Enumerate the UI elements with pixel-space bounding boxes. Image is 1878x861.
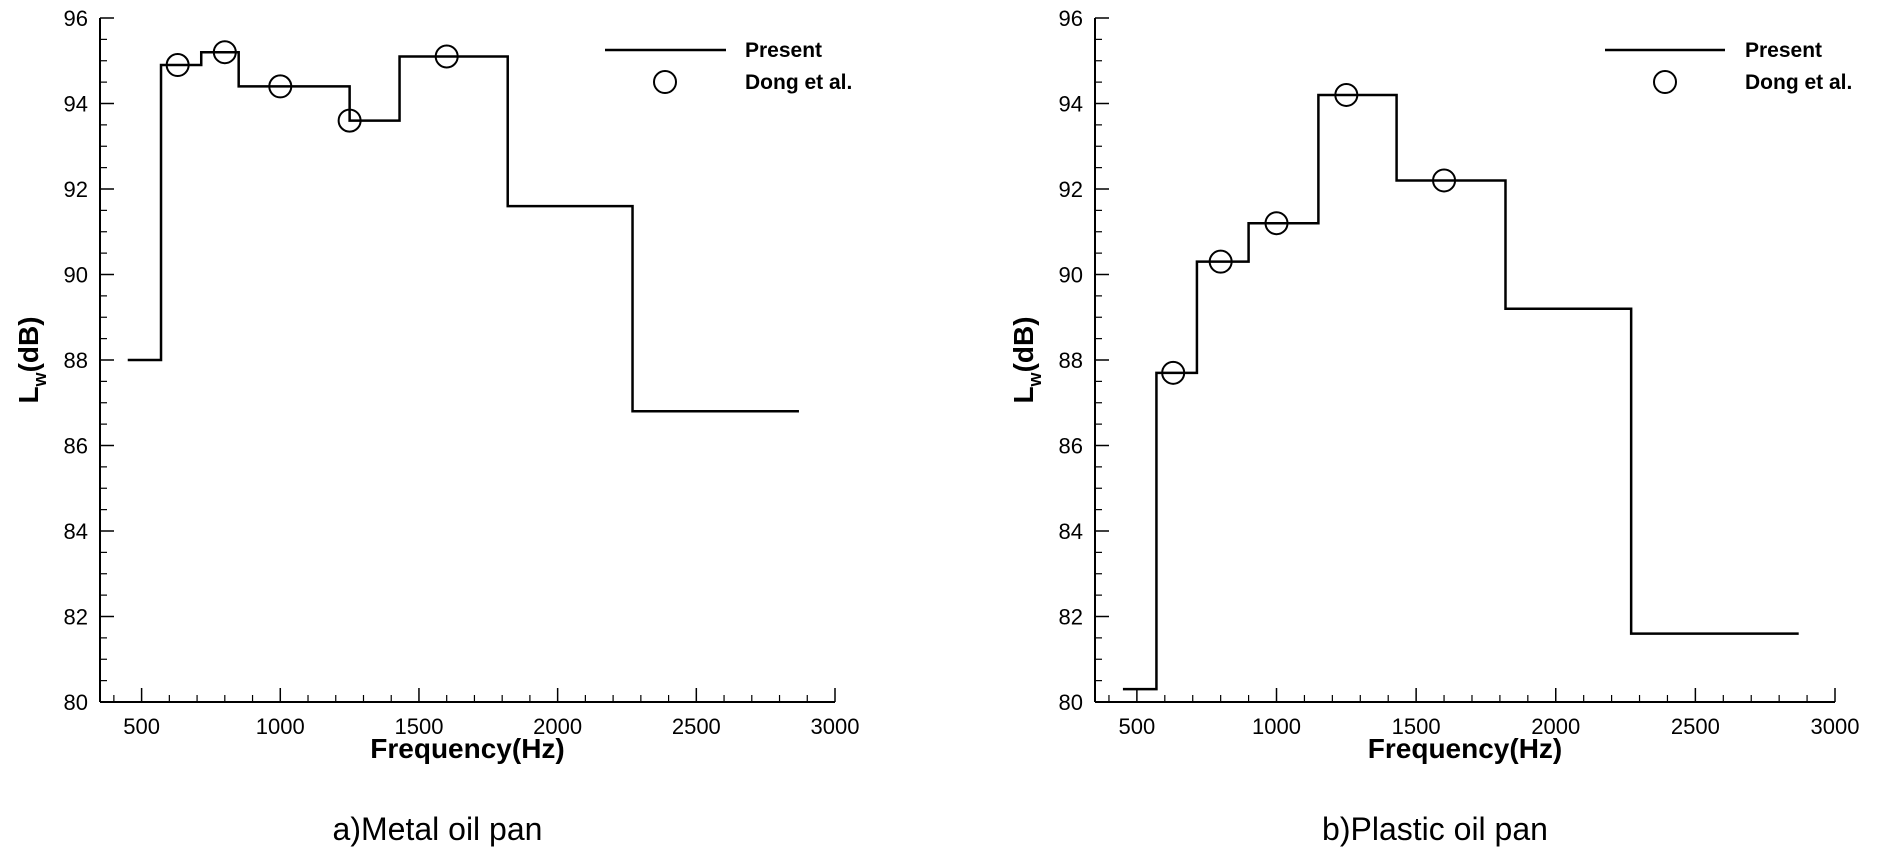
x-tick-label: 500 — [1119, 714, 1156, 739]
y-axis-title: Lw(dB) — [13, 316, 50, 403]
data-point-marker — [1161, 360, 1186, 385]
x-tick-label: 2000 — [1531, 714, 1580, 739]
data-point-marker — [268, 74, 293, 99]
legend-marker-swatch — [653, 70, 677, 94]
x-tick-label: 3000 — [811, 714, 860, 739]
x-tick-label: 2500 — [1671, 714, 1720, 739]
y-tick-label: 96 — [1059, 6, 1083, 31]
x-axis-title: Frequency(Hz) — [1368, 733, 1562, 764]
x-tick-label: 1500 — [394, 714, 443, 739]
y-tick-label: 88 — [64, 348, 88, 373]
x-axis-title: Frequency(Hz) — [370, 733, 564, 764]
legend-marker-swatch — [1653, 70, 1677, 94]
chart-panel-plastic: 80 82 84 86 88 90 92 94 96 500 1000 1500 2000 2500 300… — [1008, 6, 1859, 847]
y-tick-label: 86 — [64, 434, 88, 459]
legend-label-dong: Dong et al. — [745, 71, 852, 94]
y-tick-label: 84 — [64, 519, 88, 544]
x-tick-label: 1000 — [256, 714, 305, 739]
y-axis-title: Lw(dB) — [1008, 316, 1045, 403]
y-tick-label: 80 — [64, 690, 88, 715]
x-tick-label: 1000 — [1252, 714, 1301, 739]
data-point-marker — [1208, 249, 1233, 274]
x-tick-label: 2000 — [533, 714, 582, 739]
data-point-marker — [165, 53, 190, 78]
figure-caption: b)Plastic oil pan — [1322, 811, 1548, 847]
x-tick-label: 2500 — [672, 714, 721, 739]
data-point-marker — [1264, 211, 1289, 236]
y-tick-label: 94 — [1059, 92, 1083, 117]
x-tick-label: 500 — [123, 714, 160, 739]
data-point-marker — [1432, 168, 1457, 193]
data-point-marker — [337, 108, 362, 133]
legend-label-present: Present — [1745, 39, 1822, 62]
figure-caption: a)Metal oil pan — [333, 811, 543, 847]
y-tick-label: 94 — [64, 92, 88, 117]
legend-label-dong: Dong et al. — [1745, 71, 1852, 94]
y-tick-label: 96 — [64, 6, 88, 31]
y-tick-label: 92 — [1059, 177, 1083, 202]
legend-label-present: Present — [745, 39, 822, 62]
y-tick-label: 84 — [1059, 519, 1083, 544]
data-point-marker — [1334, 82, 1359, 107]
data-point-marker — [434, 44, 459, 69]
data-point-marker — [212, 40, 237, 65]
chart-panel-metal: 80 82 84 86 88 90 92 94 96 500 1000 1500 2000 2500 300… — [13, 6, 859, 847]
y-tick-label: 92 — [64, 177, 88, 202]
y-tick-label: 80 — [1059, 690, 1083, 715]
y-tick-label: 88 — [1059, 348, 1083, 373]
y-tick-label: 86 — [1059, 434, 1083, 459]
y-tick-label: 82 — [64, 605, 88, 630]
x-tick-label: 3000 — [1811, 714, 1860, 739]
y-tick-label: 82 — [1059, 605, 1083, 630]
y-tick-label: 90 — [1059, 263, 1083, 288]
series-present-line — [127, 50, 799, 413]
y-tick-label: 90 — [64, 263, 88, 288]
series-present-line — [1122, 93, 1799, 691]
x-tick-label: 1500 — [1392, 714, 1441, 739]
